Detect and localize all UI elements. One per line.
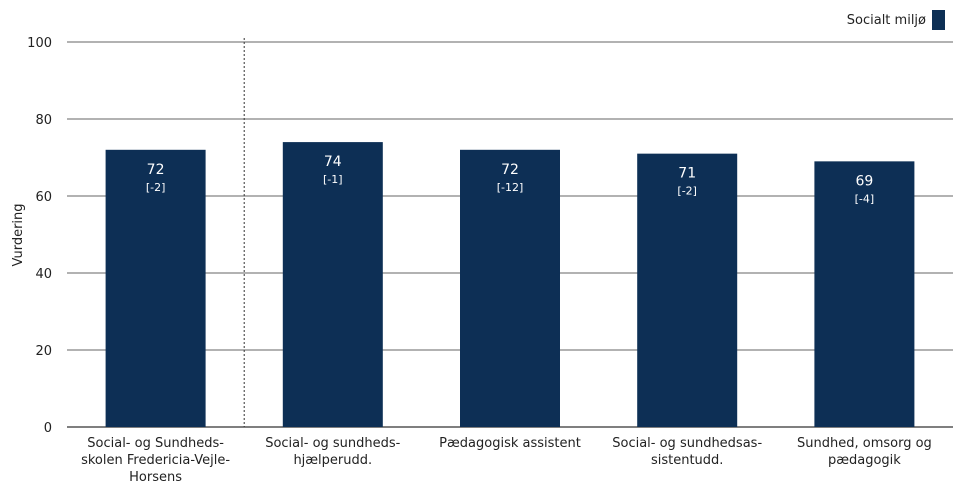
x-category-label: skolen Fredericia-Vejle- [81,453,230,468]
bars: 72 [-2] 74 [-1] 72 [-12] 71 [-2] 69 [-4] [105,142,915,428]
bar [105,149,206,428]
bar-change-label: [-2] [146,181,166,194]
bar [637,153,738,427]
y-tick-label: 100 [27,36,52,51]
x-category-label: Social- og Sundheds- [87,436,224,451]
bar-change-label: [-4] [855,192,875,205]
y-axis-ticks: 0 20 40 60 80 100 [27,36,52,436]
x-category-label: hjælperudd. [293,453,372,468]
bar-value-label: 72 [501,162,519,178]
y-tick-label: 40 [35,267,52,282]
legend-label: Socialt miljø [846,12,926,28]
bar [814,161,915,427]
x-category-label: Sundhed, omsorg og [797,436,932,451]
y-tick-label: 80 [35,113,52,128]
bar-change-label: [-1] [323,173,343,186]
x-category-label: Pædagogisk assistent [439,436,581,451]
y-axis-label: Vurdering [11,203,26,266]
y-tick-label: 20 [35,344,52,359]
legend-swatch [932,10,945,30]
legend: Socialt miljø [847,10,945,30]
bar-value-label: 72 [147,162,165,178]
x-category-label: Social- og sundheds- [265,436,400,451]
y-tick-label: 60 [35,190,52,205]
x-category-label: pædagogik [828,453,901,468]
x-axis-categories: Social- og Sundheds-skolen Fredericia-Ve… [81,436,932,485]
x-category-label: Horsens [129,470,182,485]
y-tick-label: 0 [44,421,52,436]
bar [460,149,560,428]
bar-change-label: [-12] [497,181,524,194]
bar-value-label: 69 [855,173,873,189]
x-category-label: Social- og sundhedsas- [612,436,762,451]
x-category-label: sistentudd. [651,453,723,468]
bar-change-label: [-2] [677,185,697,198]
bar-value-label: 71 [678,166,696,182]
bar [282,142,383,427]
bar-value-label: 74 [324,154,342,170]
